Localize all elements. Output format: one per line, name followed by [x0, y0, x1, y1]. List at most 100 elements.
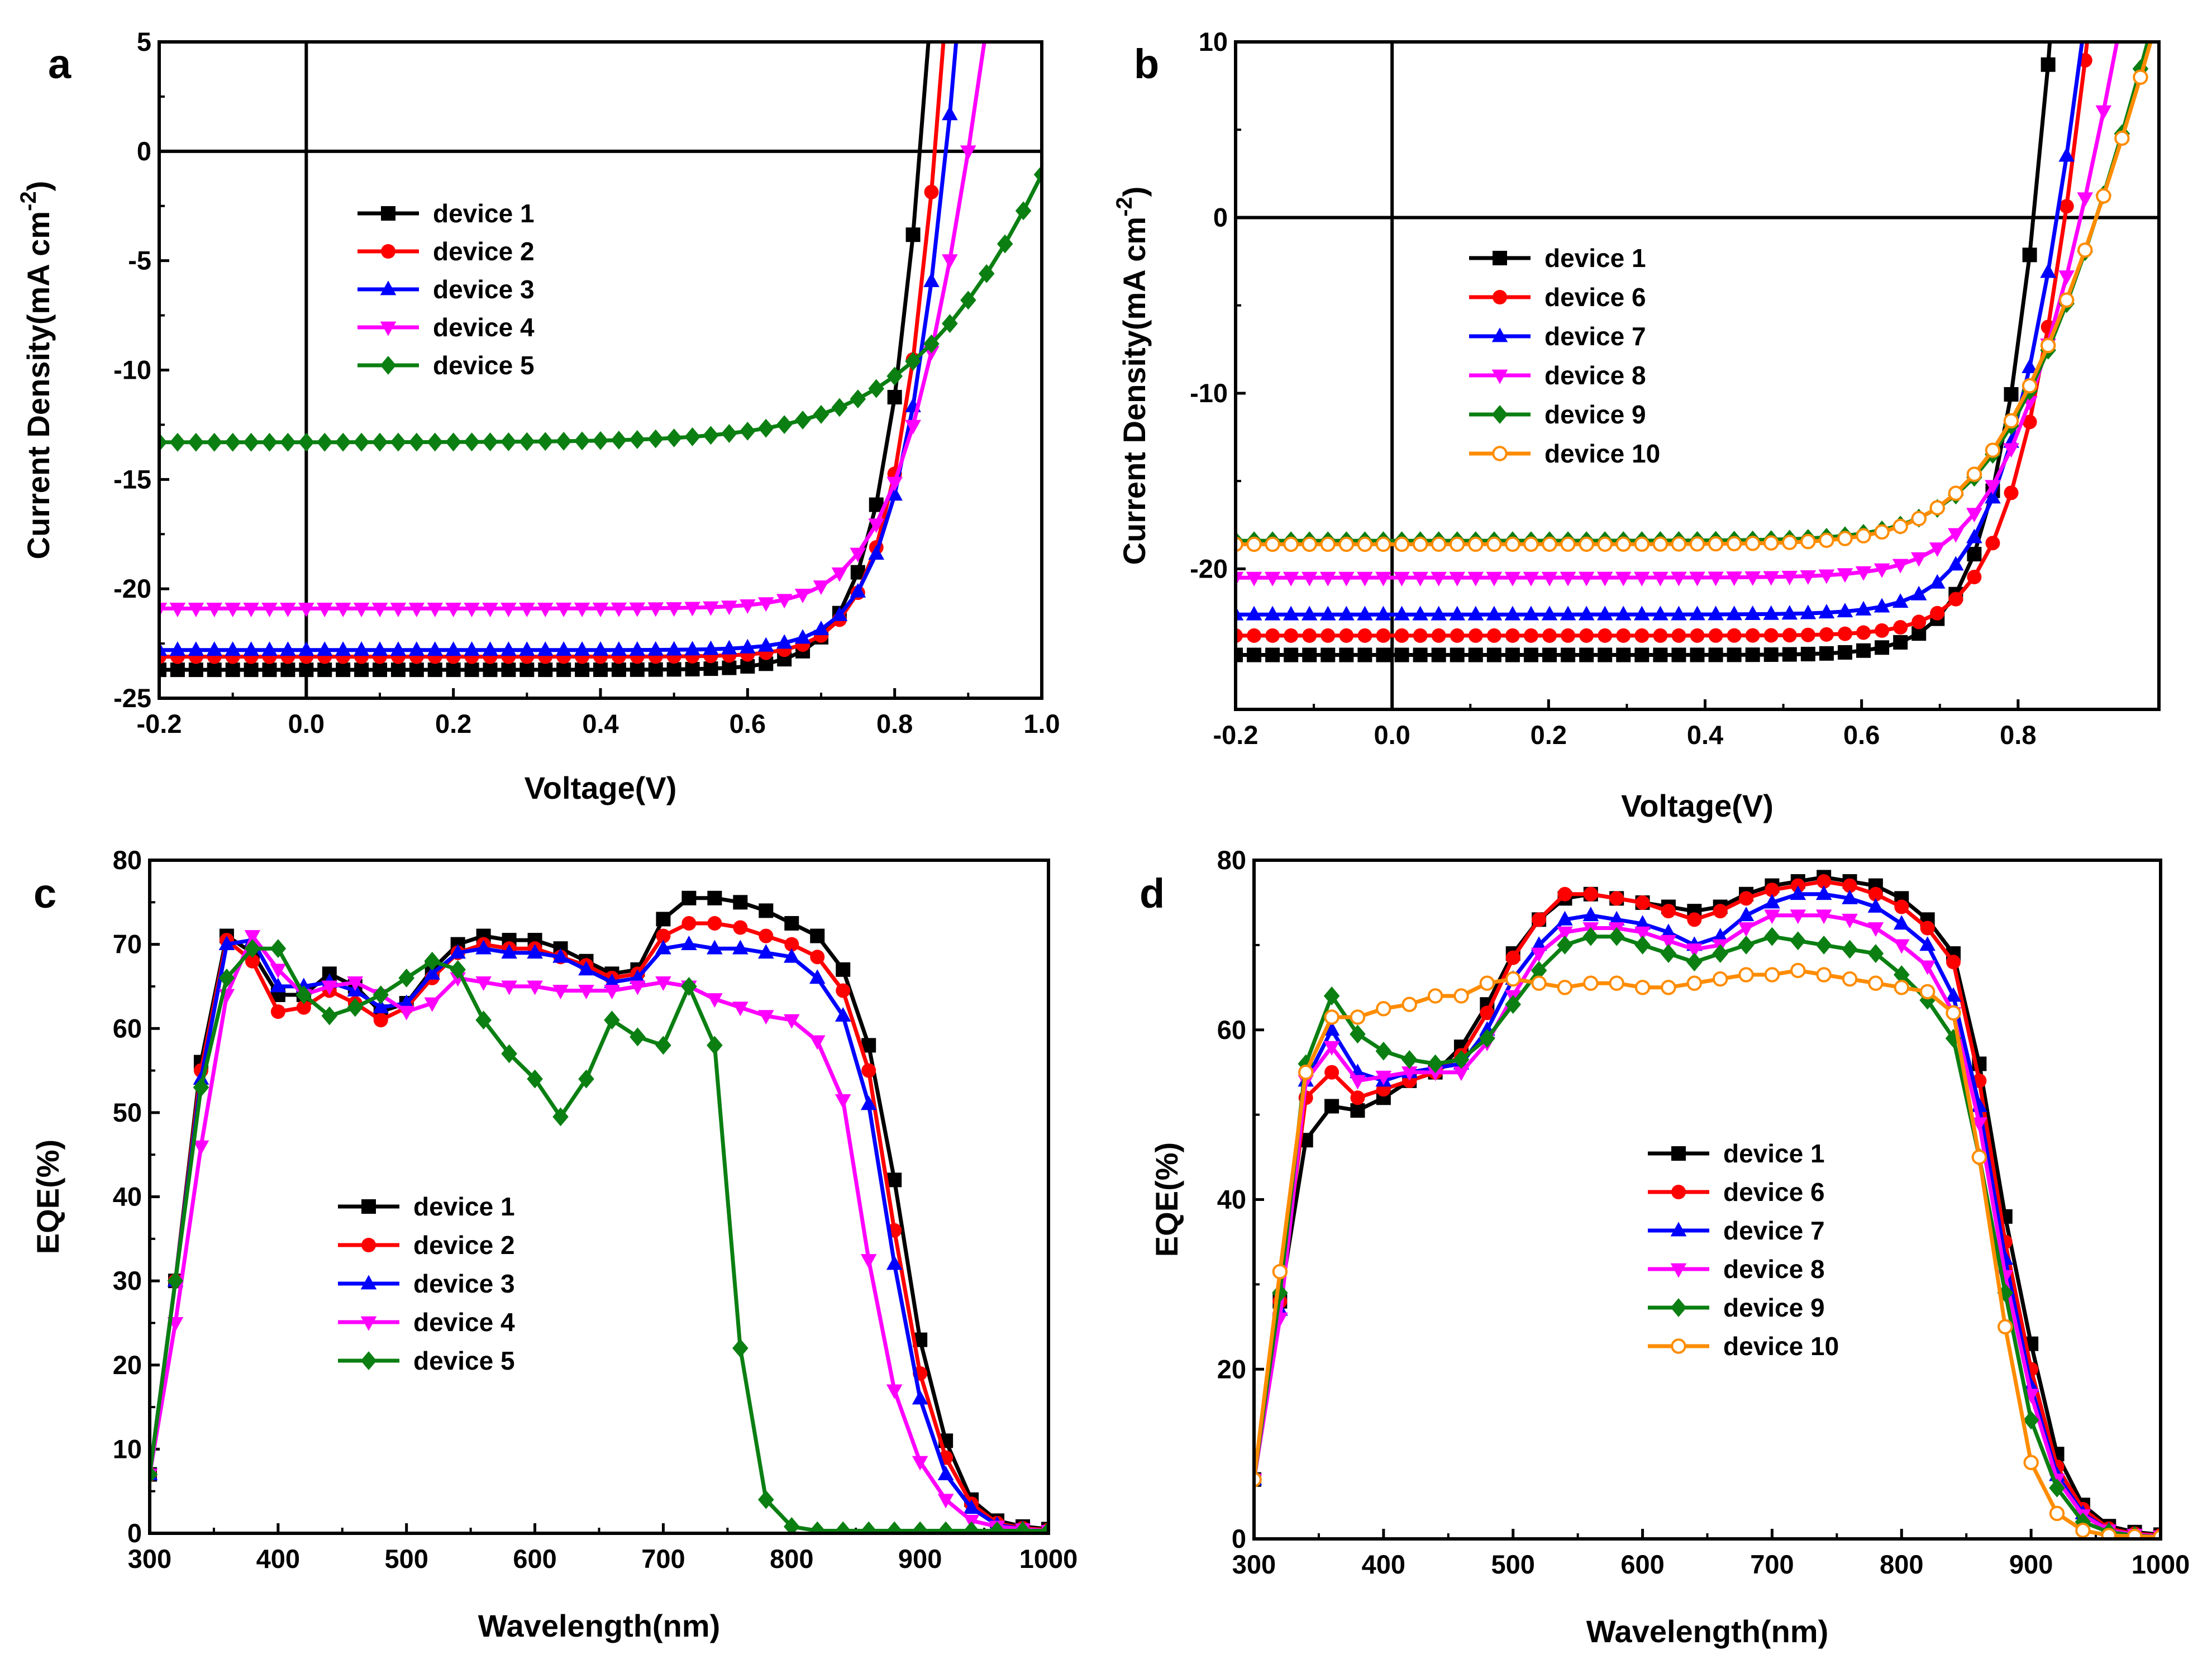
legend-label: device 5 [413, 1346, 515, 1375]
data-point [1431, 647, 1446, 662]
data-point [656, 928, 671, 943]
legend-label: device 1 [433, 199, 535, 228]
data-point [1660, 923, 1677, 938]
data-point [630, 969, 646, 984]
data-point [1236, 605, 1244, 621]
data-point [592, 641, 609, 656]
series-device-4 [159, 42, 986, 618]
data-point [501, 944, 517, 959]
data-point [1819, 532, 1834, 549]
data-point [1579, 536, 1594, 552]
data-point [1946, 1005, 1961, 1021]
data-point [390, 662, 406, 678]
data-point [1634, 926, 1651, 941]
data-point [1893, 620, 1908, 635]
data-point [1467, 571, 1484, 587]
y-axis-title: Current Density(mA cm-2) [16, 181, 56, 560]
data-point [1985, 480, 2001, 495]
data-point [2152, 7, 2165, 20]
legend-label: device 3 [413, 1269, 515, 1298]
data-point [1339, 628, 1354, 643]
data-point [575, 662, 590, 678]
data-point [373, 985, 389, 1004]
data-point [159, 432, 168, 452]
data-point [707, 890, 722, 905]
data-point [810, 928, 825, 943]
panel-letter: a [48, 41, 71, 87]
data-point [578, 961, 594, 976]
data-point [1867, 898, 1884, 913]
legend-marker [1493, 251, 1507, 265]
y-tick-label: -10 [113, 355, 151, 385]
data-point [1468, 628, 1483, 643]
data-point [1708, 571, 1724, 587]
data-point [732, 1002, 749, 1017]
data-point [656, 912, 671, 927]
x-axis-title: Voltage(V) [525, 770, 677, 805]
data-point [1265, 647, 1280, 662]
data-point [427, 432, 444, 452]
data-point [556, 662, 571, 678]
data-point [963, 1521, 980, 1533]
data-point [1689, 536, 1705, 552]
x-tick-label: 0.8 [876, 709, 913, 738]
data-point [169, 641, 186, 656]
y-tick-label: -20 [1190, 554, 1228, 583]
data-point [261, 641, 278, 656]
data-point [2023, 1377, 2039, 1393]
data-point [2096, 188, 2111, 204]
x-tick-label: 400 [1362, 1549, 1405, 1579]
x-tick-label: 1.0 [1023, 709, 1060, 738]
data-point [887, 1172, 902, 1188]
series-device-2 [150, 916, 1048, 1533]
data-point [813, 580, 830, 595]
data-point [1453, 988, 1469, 1004]
data-point [1873, 563, 1890, 578]
data-point [758, 1490, 774, 1509]
x-tick-label: 400 [256, 1544, 300, 1574]
data-point [1892, 559, 1909, 574]
data-point [1744, 536, 1761, 551]
x-tick-label: 500 [385, 1544, 428, 1574]
data-point [1837, 626, 1852, 641]
data-point [1634, 605, 1650, 621]
data-point [1763, 605, 1780, 620]
data-point [2114, 130, 2130, 146]
data-point [1782, 647, 1797, 662]
data-point [707, 1036, 723, 1055]
data-point [1661, 904, 1676, 919]
data-point [1523, 647, 1538, 662]
data-point [835, 1007, 851, 1022]
data-point [831, 398, 848, 417]
data-point [942, 254, 958, 269]
legend-marker [360, 1275, 377, 1290]
data-point [1283, 571, 1299, 587]
data-point [159, 662, 166, 678]
data-point [924, 184, 939, 199]
data-point [1357, 571, 1373, 587]
data-point [1929, 500, 1945, 516]
legend: device 1 device 2 device 3 device 4 device 5 [357, 199, 535, 380]
x-tick-label: 500 [1491, 1549, 1535, 1579]
data-point [1401, 997, 1417, 1012]
legend-marker [360, 1316, 377, 1331]
panel-letter: d [1140, 870, 1165, 917]
data-point [886, 1384, 903, 1399]
data-point [1557, 980, 1573, 995]
data-point [427, 641, 444, 656]
data-point [681, 936, 697, 951]
y-tick-label: 0 [1232, 1524, 1246, 1553]
series-device-8 [1236, 42, 2119, 587]
data-point [537, 641, 554, 656]
x-tick-label: -0.2 [137, 709, 182, 738]
data-point [1689, 605, 1705, 621]
legend-label: device 3 [433, 275, 535, 304]
data-point [759, 903, 774, 918]
data-point [1971, 1117, 1987, 1132]
data-point [868, 518, 885, 533]
data-point [1376, 628, 1391, 643]
data-point [1985, 536, 2000, 551]
data-point [316, 432, 333, 452]
data-point [1582, 907, 1599, 922]
data-point [2022, 358, 2038, 373]
